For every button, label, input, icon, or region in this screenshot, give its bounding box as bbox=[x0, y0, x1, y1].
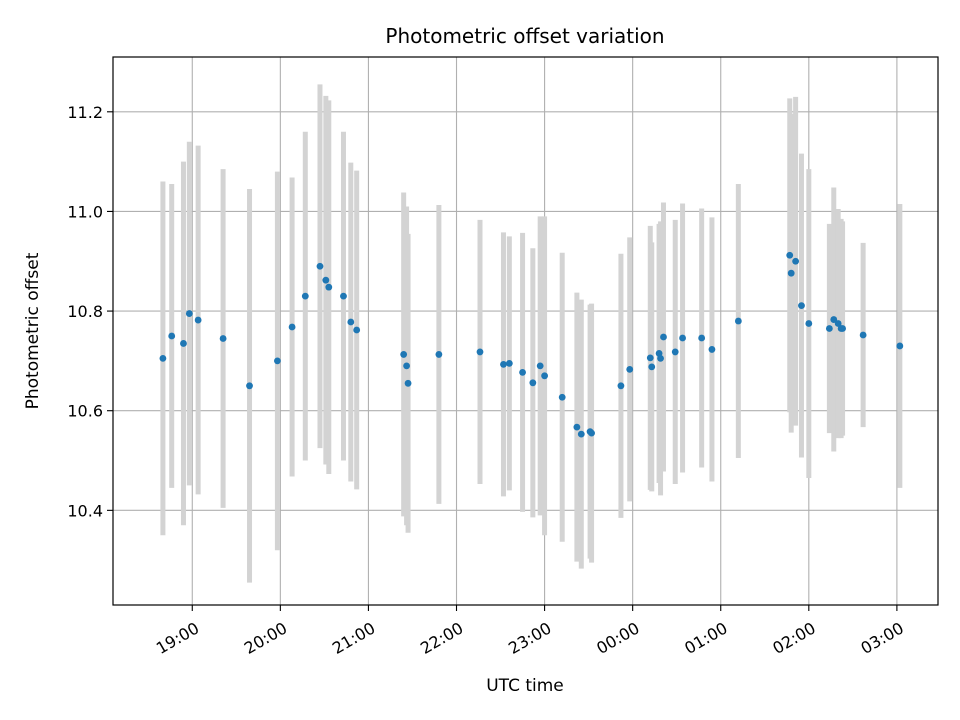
data-point bbox=[322, 276, 330, 284]
data-point bbox=[787, 269, 795, 277]
data-point bbox=[648, 363, 656, 371]
data-point bbox=[180, 340, 187, 347]
data-point bbox=[403, 362, 410, 370]
y-tick-label: 11.0 bbox=[67, 202, 103, 221]
data-point bbox=[839, 325, 846, 332]
data-point bbox=[536, 362, 544, 370]
data-point bbox=[786, 251, 794, 259]
data-point bbox=[404, 379, 412, 387]
data-point bbox=[792, 257, 800, 265]
data-point bbox=[734, 317, 742, 325]
data-point bbox=[347, 318, 355, 326]
data-point bbox=[301, 292, 309, 300]
data-point bbox=[168, 332, 176, 340]
data-point bbox=[698, 334, 706, 342]
data-point bbox=[646, 354, 654, 362]
data-point bbox=[353, 326, 361, 334]
data-point bbox=[558, 393, 566, 401]
data-point bbox=[219, 335, 227, 342]
data-point bbox=[626, 365, 634, 373]
y-axis-label: Photometric offset bbox=[23, 252, 43, 409]
data-point bbox=[896, 342, 904, 350]
data-point bbox=[435, 351, 443, 358]
y-tick-label: 10.4 bbox=[67, 501, 103, 520]
data-point bbox=[541, 372, 548, 380]
data-point bbox=[505, 359, 513, 367]
data-point bbox=[657, 355, 664, 362]
plot-frame bbox=[112, 56, 939, 606]
data-point bbox=[529, 379, 537, 387]
data-point bbox=[671, 348, 679, 356]
data-point bbox=[859, 331, 867, 339]
data-point bbox=[185, 310, 193, 317]
data-point bbox=[805, 320, 813, 327]
data-point bbox=[834, 320, 842, 327]
data-point bbox=[679, 334, 686, 342]
data-point bbox=[519, 368, 526, 376]
data-point bbox=[274, 357, 281, 365]
data-point bbox=[316, 262, 324, 270]
data-point bbox=[708, 346, 716, 353]
data-point bbox=[588, 429, 595, 437]
y-tick-label: 10.8 bbox=[67, 302, 103, 321]
data-point bbox=[660, 333, 667, 341]
data-point bbox=[825, 325, 833, 332]
data-point bbox=[573, 423, 581, 431]
data-point bbox=[325, 283, 333, 291]
data-point bbox=[500, 360, 507, 368]
y-tick-label: 11.2 bbox=[67, 103, 103, 122]
chart-title: Photometric offset variation bbox=[385, 24, 664, 48]
y-axis: 10.4 10.6 10.8 11.0 11.2 bbox=[67, 103, 113, 520]
data-point bbox=[400, 351, 408, 358]
data-point bbox=[159, 355, 167, 362]
data-point bbox=[830, 316, 838, 323]
data-points bbox=[159, 251, 904, 438]
data-point bbox=[476, 348, 484, 356]
data-point bbox=[577, 430, 585, 438]
data-point bbox=[194, 316, 202, 324]
x-axis-label: UTC time bbox=[486, 676, 564, 696]
data-point bbox=[288, 323, 296, 331]
data-point bbox=[798, 302, 805, 309]
y-tick-label: 10.6 bbox=[67, 402, 103, 421]
data-point bbox=[246, 382, 253, 390]
data-point bbox=[340, 292, 347, 300]
data-point bbox=[617, 382, 625, 390]
